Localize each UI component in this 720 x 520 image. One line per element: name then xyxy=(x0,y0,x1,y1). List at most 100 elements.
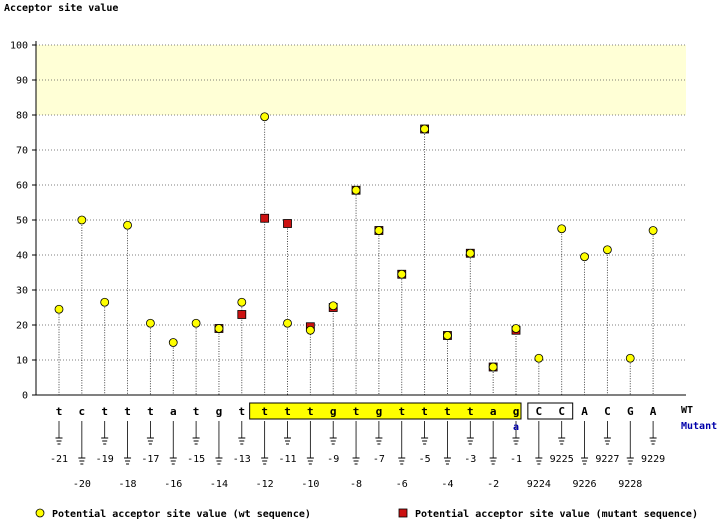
wt-point xyxy=(100,297,110,307)
sequence-letter: a xyxy=(170,405,177,418)
wt-point xyxy=(443,331,452,340)
sequence-letter: t xyxy=(56,405,63,418)
sequence-letter: t xyxy=(307,405,314,418)
wt-point xyxy=(420,124,430,134)
sequence-letter: A xyxy=(650,405,657,418)
position-label: 9228 xyxy=(618,479,642,490)
sequence-letter: t xyxy=(353,405,360,418)
sequence-letter: t xyxy=(467,405,474,418)
sequence-letter: t xyxy=(124,405,131,418)
y-tick-label: 10 xyxy=(16,356,28,367)
wt-point xyxy=(648,226,658,235)
position-label: -7 xyxy=(373,454,385,465)
sequence-letter: t xyxy=(238,405,245,418)
position-label: -14 xyxy=(210,479,228,490)
y-tick-label: 0 xyxy=(22,391,28,402)
wt-point xyxy=(603,245,612,255)
sequence-letter: g xyxy=(513,405,520,418)
wt-point xyxy=(305,325,315,335)
sequence-letter: C xyxy=(536,405,543,418)
position-label: -16 xyxy=(164,479,182,490)
intron-box xyxy=(249,402,522,420)
position-label: -13 xyxy=(233,454,251,465)
mutant-row-label: Mutant xyxy=(681,421,717,432)
position-label: -21 xyxy=(50,454,68,465)
y-tick-label: 70 xyxy=(16,146,28,157)
y-tick-label: 30 xyxy=(16,286,28,297)
position-label: -10 xyxy=(301,479,319,490)
wt-point xyxy=(214,324,224,333)
position-label: -5 xyxy=(419,454,431,465)
y-tick-label: 80 xyxy=(16,111,28,122)
wt-point xyxy=(283,318,292,328)
position-label: 9224 xyxy=(527,479,551,490)
position-label: -4 xyxy=(441,479,453,490)
position-label: -12 xyxy=(256,479,274,490)
wt-point xyxy=(77,215,87,225)
sequence-letter: c xyxy=(79,405,86,418)
mutant-point xyxy=(260,213,270,223)
sequence-letter: t xyxy=(193,405,200,418)
position-label: -17 xyxy=(141,454,159,465)
legend-mutant-label: Potential acceptor site value (mutant se… xyxy=(415,508,698,520)
position-label: -19 xyxy=(96,454,114,465)
position-label: 9226 xyxy=(573,479,597,490)
sequence-letter: A xyxy=(581,405,588,418)
legend-wt-marker xyxy=(35,508,45,518)
y-tick-label: 20 xyxy=(16,321,28,332)
wt-point xyxy=(534,353,544,363)
sequence-letter: g xyxy=(216,405,223,418)
wt-point xyxy=(397,269,407,279)
position-label: -2 xyxy=(487,479,499,490)
position-label: 9225 xyxy=(550,454,574,465)
sequence-letter: t xyxy=(147,405,154,418)
y-tick-label: 40 xyxy=(16,251,28,262)
y-tick-label: 50 xyxy=(16,216,28,227)
mutant-point xyxy=(237,310,247,319)
wt-point xyxy=(580,252,589,262)
sequence-letter: t xyxy=(398,405,405,418)
y-tick-label: 90 xyxy=(16,76,28,87)
wt-point xyxy=(145,318,155,328)
position-label: -18 xyxy=(119,479,137,490)
legend-wt-label: Potential acceptor site value (wt sequen… xyxy=(52,508,311,520)
sequence-letter: g xyxy=(376,405,383,418)
wt-point xyxy=(465,248,475,258)
sequence-letter: t xyxy=(421,405,428,418)
wt-point xyxy=(488,362,498,372)
wt-point xyxy=(168,338,178,347)
wt-point xyxy=(351,185,361,195)
sequence-letter: t xyxy=(284,405,291,418)
sequence-letter: G xyxy=(627,405,634,418)
wt-point xyxy=(123,220,132,230)
position-label: -3 xyxy=(464,454,476,465)
mutant-base-label: a xyxy=(513,422,519,433)
sequence-letter: t xyxy=(261,405,268,418)
exon-box xyxy=(527,402,574,420)
sequence-letter: g xyxy=(330,405,337,418)
mutant-point xyxy=(283,219,292,228)
sequence-letter: C xyxy=(558,405,565,418)
position-label: -1 xyxy=(510,454,522,465)
wt-point xyxy=(374,226,384,235)
sequence-letter: t xyxy=(101,405,108,418)
wt-point xyxy=(328,301,338,311)
position-label: -6 xyxy=(396,479,408,490)
position-label: -9 xyxy=(327,454,339,465)
position-label: -15 xyxy=(187,454,205,465)
sequence-letter: a xyxy=(490,405,497,418)
wt-point xyxy=(191,318,201,328)
wt-point xyxy=(625,353,635,363)
position-label: -8 xyxy=(350,479,362,490)
y-tick-label: 100 xyxy=(10,41,28,52)
position-label: -20 xyxy=(73,479,91,490)
y-tick-label: 60 xyxy=(16,181,28,192)
wt-point xyxy=(511,324,521,333)
position-label: -11 xyxy=(278,454,296,465)
y-axis-title: Acceptor site value xyxy=(4,2,118,14)
position-label: 9227 xyxy=(595,454,619,465)
wt-point xyxy=(54,304,64,314)
sequence-letter: t xyxy=(444,405,451,418)
wt-row-label: WT xyxy=(681,405,693,416)
